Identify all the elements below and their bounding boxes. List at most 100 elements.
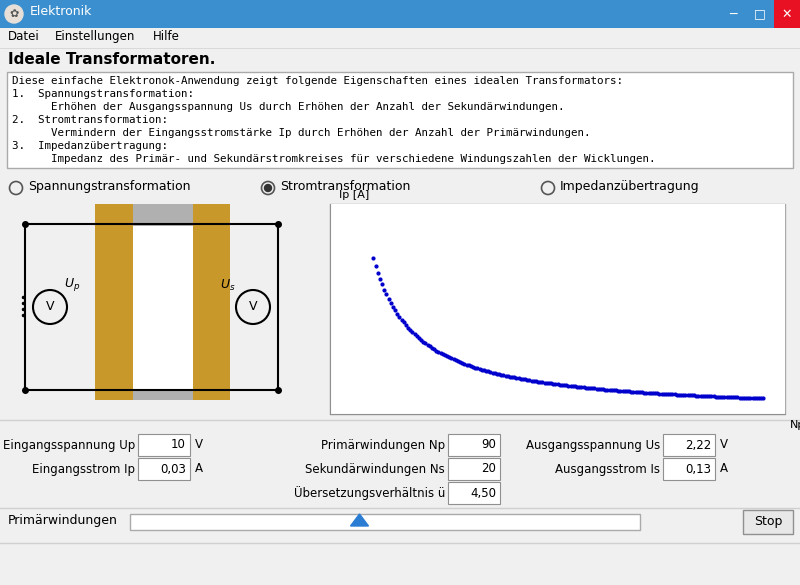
Point (518, 375, 531, 384)
Text: Impedanz des Primär- und Sekundärstromkreises für verschiedene Windungszahlen de: Impedanz des Primär- und Sekundärstromkr… (12, 154, 655, 164)
Point (650, 388, 663, 398)
Text: Übersetzungsverhältnis ü: Übersetzungsverhältnis ü (294, 486, 445, 500)
Point (460, 360, 473, 369)
Point (380, 290, 393, 299)
Point (417, 337, 430, 346)
Bar (0, 0, 800, 28)
Text: 3.  Impedanzübertragung:: 3. Impedanzübertragung: (12, 141, 168, 151)
Text: Einstellungen: Einstellungen (54, 30, 135, 43)
Text: V: V (195, 439, 203, 452)
Text: 2,22: 2,22 (685, 439, 711, 452)
Text: 20: 20 (481, 463, 496, 476)
Text: V: V (46, 301, 54, 314)
Point (484, 367, 497, 377)
Point (527, 376, 540, 386)
Point (436, 349, 449, 359)
Point (438, 350, 451, 360)
Point (423, 342, 436, 351)
Point (426, 343, 438, 353)
Point (635, 388, 648, 397)
Point (625, 387, 638, 396)
Point (404, 325, 417, 335)
Point (598, 385, 611, 394)
Point (584, 383, 597, 393)
Point (731, 393, 744, 402)
Text: ✿: ✿ (10, 9, 18, 19)
Point (540, 378, 553, 388)
Text: Primärwindungen Np: Primärwindungen Np (321, 439, 445, 452)
Point (376, 280, 389, 289)
Point (592, 384, 605, 394)
Point (414, 335, 427, 345)
Point (551, 380, 564, 389)
Point (655, 389, 668, 398)
Text: Ausgangsstrom Is: Ausgangsstrom Is (555, 463, 660, 476)
Point (486, 368, 499, 377)
Text: 10: 10 (171, 439, 186, 452)
Point (586, 384, 598, 393)
Point (702, 391, 715, 401)
Point (538, 378, 551, 387)
Point (738, 393, 750, 402)
Point (627, 387, 640, 397)
Point (427, 345, 440, 354)
Point (579, 383, 592, 393)
Point (441, 352, 454, 361)
Point (402, 323, 414, 332)
Point (649, 388, 662, 398)
Point (450, 356, 462, 365)
Point (389, 305, 402, 315)
Point (594, 384, 607, 394)
Point (493, 370, 506, 379)
Point (488, 369, 501, 378)
Bar (448, 434, 500, 456)
Point (512, 374, 525, 383)
Point (631, 387, 644, 397)
Point (582, 383, 594, 393)
Point (454, 357, 466, 367)
Point (546, 379, 559, 388)
Bar (138, 458, 190, 480)
Text: □: □ (754, 8, 766, 20)
Text: 0,13: 0,13 (685, 463, 711, 476)
Point (590, 384, 603, 393)
Text: $U_p$: $U_p$ (64, 276, 80, 293)
Point (757, 394, 770, 403)
Point (531, 377, 544, 386)
Text: 2.  Stromtransformation:: 2. Stromtransformation: (12, 115, 168, 125)
Point (419, 339, 432, 348)
Point (510, 373, 522, 383)
Point (530, 377, 542, 386)
Point (662, 390, 674, 399)
Bar (330, 204, 785, 414)
Point (622, 387, 635, 396)
Bar (448, 482, 500, 504)
Point (607, 386, 620, 395)
Point (701, 391, 714, 401)
Point (506, 372, 518, 381)
Point (399, 321, 412, 330)
Point (545, 379, 558, 388)
Point (618, 387, 631, 396)
Point (664, 390, 677, 399)
Point (646, 388, 659, 398)
Text: Elektronik: Elektronik (30, 5, 92, 18)
Point (725, 393, 738, 402)
Point (750, 394, 763, 403)
Point (668, 390, 681, 399)
Point (480, 366, 493, 376)
Point (754, 394, 767, 403)
Point (694, 391, 707, 401)
Point (748, 394, 761, 403)
Point (718, 392, 730, 401)
Point (569, 382, 582, 391)
Point (386, 302, 399, 311)
Point (465, 362, 478, 371)
Bar (0, 28, 800, 48)
Point (588, 384, 601, 393)
Point (690, 391, 702, 400)
Text: Diese einfache Elektronok-Anwendung zeigt folgende Eigenschaften eines idealen T: Diese einfache Elektronok-Anwendung zeig… (12, 76, 623, 86)
Point (390, 309, 403, 318)
Text: Stop: Stop (754, 515, 782, 528)
Point (642, 388, 655, 398)
